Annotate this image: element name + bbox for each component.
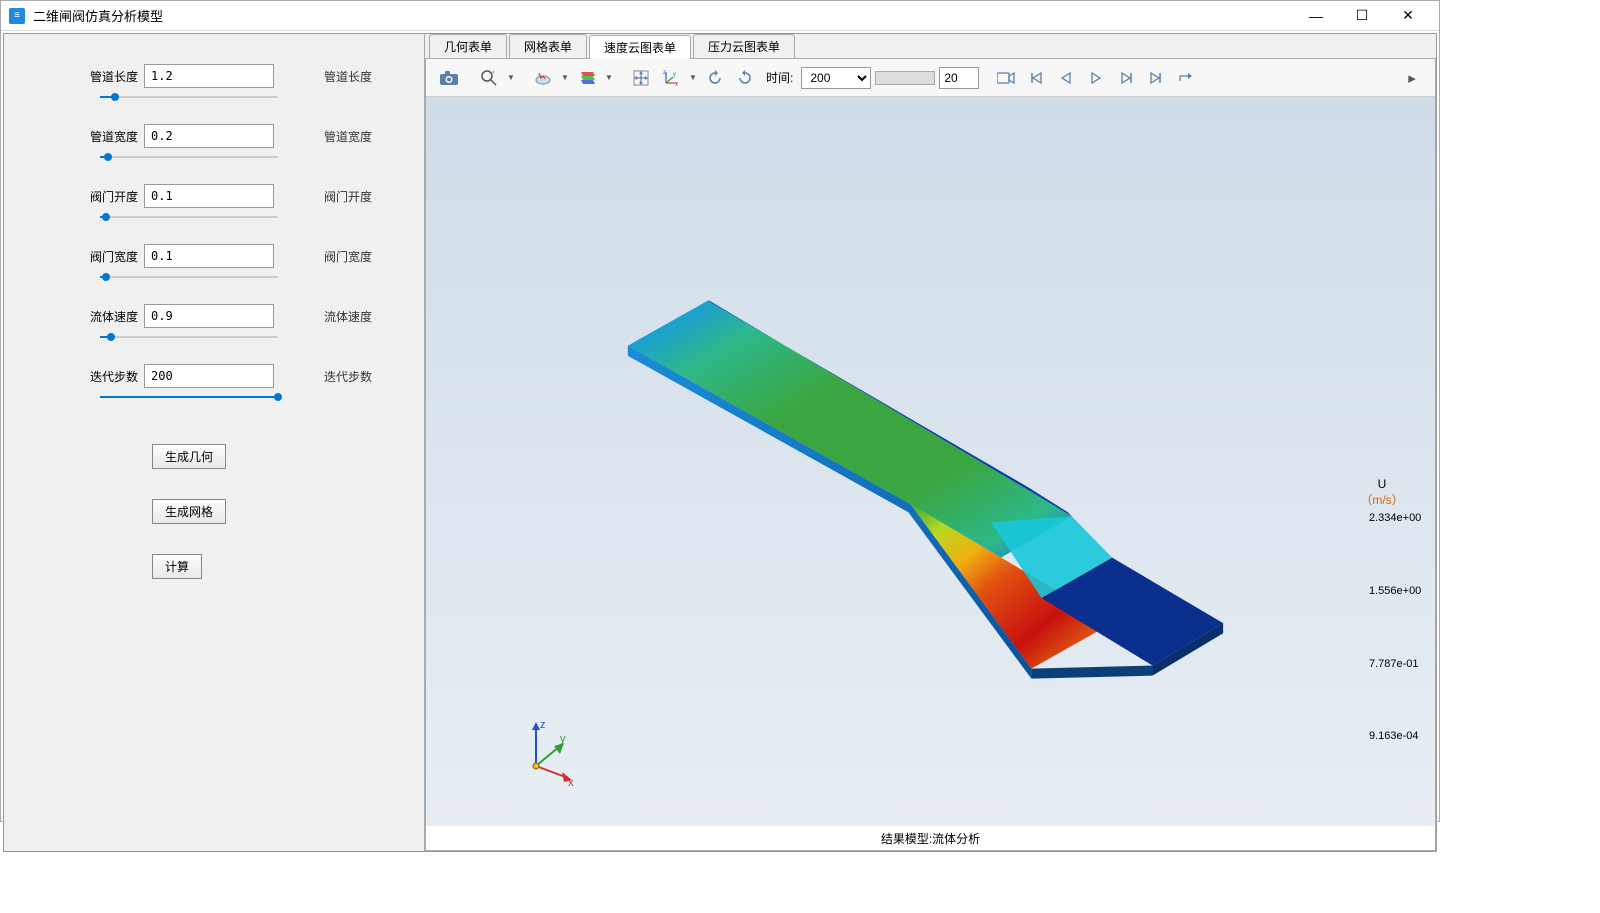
axis-gizmo: z x y [516, 716, 586, 786]
first-frame-button[interactable] [1023, 65, 1049, 91]
select-button[interactable] [530, 65, 556, 91]
3d-viewport[interactable]: z x y U （m/s） [426, 97, 1435, 826]
time-label: 时间: [766, 69, 793, 86]
tab-2[interactable]: 速度云图表单 [589, 35, 691, 59]
param-input-1[interactable] [144, 124, 274, 148]
param-label: 阀门宽度 [84, 248, 144, 265]
colorbar-tick: 2.334e+00 [1369, 512, 1421, 524]
viewport-footer: 结果模型:流体分析 [426, 826, 1435, 850]
loop-button[interactable] [1173, 65, 1199, 91]
tab-bar: 几何表单网格表单速度云图表单压力云图表单 [425, 34, 1436, 58]
app-window: ≡ 二维闸阀仿真分析模型 — ☐ ✕ 管道长度 管道长度 管道宽度 管道宽度 阀… [0, 0, 1440, 822]
main-panel: 几何表单网格表单速度云图表单压力云图表单 ▼ ▼ ▼ zxy ▼ [424, 34, 1436, 851]
param-slider-3[interactable] [100, 274, 278, 280]
colorbar: U （m/s） 2.334e+001.556e+007.787e-019.163… [1347, 477, 1417, 742]
tab-panel: ▼ ▼ ▼ zxy ▼ 时间: 200 [425, 58, 1436, 851]
overflow-button[interactable]: ▸ [1399, 65, 1425, 91]
svg-text:y: y [673, 72, 676, 78]
param-side-label: 流体速度 [324, 308, 372, 325]
param-label: 阀门开度 [84, 188, 144, 205]
param-side-label: 管道长度 [324, 68, 372, 85]
time-progress[interactable] [875, 71, 935, 85]
frame-step-input[interactable] [939, 67, 979, 89]
colorbar-tick: 1.556e+00 [1369, 585, 1421, 597]
param-side-label: 迭代步数 [324, 368, 372, 385]
zoom-dropdown[interactable]: ▼ [506, 65, 516, 91]
param-slider-4[interactable] [100, 334, 278, 340]
axes-toggle-button[interactable]: z xy [658, 65, 684, 91]
select-dropdown[interactable]: ▼ [560, 65, 570, 91]
svg-text:y: y [560, 733, 566, 745]
param-input-4[interactable] [144, 304, 274, 328]
play-button[interactable] [1083, 65, 1109, 91]
colorbar-var: U [1347, 477, 1417, 493]
time-select[interactable]: 200 [801, 67, 871, 89]
titlebar: ≡ 二维闸阀仿真分析模型 — ☐ ✕ [1, 1, 1439, 31]
param-slider-5[interactable] [100, 394, 278, 400]
next-frame-button[interactable] [1113, 65, 1139, 91]
colormap-dropdown[interactable]: ▼ [604, 65, 614, 91]
rotate-cw-button[interactable] [732, 65, 758, 91]
param-slider-2[interactable] [100, 214, 278, 220]
param-input-2[interactable] [144, 184, 274, 208]
app-icon: ≡ [9, 8, 25, 24]
svg-text:z: z [663, 70, 666, 76]
param-input-5[interactable] [144, 364, 274, 388]
generate-mesh-button[interactable]: 生成网格 [152, 499, 226, 524]
minimize-button[interactable]: — [1293, 1, 1339, 31]
content-area: 管道长度 管道长度 管道宽度 管道宽度 阀门开度 阀门开度 阀门宽度 阀门宽度 … [3, 33, 1437, 852]
window-title: 二维闸阀仿真分析模型 [33, 6, 1293, 25]
param-slider-1[interactable] [100, 154, 278, 160]
pan-button[interactable] [628, 65, 654, 91]
svg-text:x: x [568, 777, 574, 786]
param-label: 管道宽度 [84, 128, 144, 145]
param-label: 迭代步数 [84, 368, 144, 385]
prev-frame-button[interactable] [1053, 65, 1079, 91]
param-input-0[interactable] [144, 64, 274, 88]
parameter-sidebar: 管道长度 管道长度 管道宽度 管道宽度 阀门开度 阀门开度 阀门宽度 阀门宽度 … [4, 34, 424, 851]
svg-text:z: z [540, 719, 546, 731]
param-side-label: 阀门宽度 [324, 248, 372, 265]
param-side-label: 管道宽度 [324, 128, 372, 145]
colorbar-tick: 9.163e-04 [1369, 730, 1421, 742]
param-side-label: 阀门开度 [324, 188, 372, 205]
close-button[interactable]: ✕ [1385, 1, 1431, 31]
param-slider-0[interactable] [100, 94, 278, 100]
compute-button[interactable]: 计算 [152, 554, 202, 579]
tab-1[interactable]: 网格表单 [509, 34, 587, 58]
record-button[interactable] [993, 65, 1019, 91]
param-label: 管道长度 [84, 68, 144, 85]
zoom-button[interactable] [476, 65, 502, 91]
colorbar-tick: 7.787e-01 [1369, 658, 1421, 670]
svg-text:x: x [675, 82, 678, 86]
viewer-toolbar: ▼ ▼ ▼ z xy ▼ 时间: 200 [426, 59, 1435, 97]
colormap-button[interactable] [574, 65, 600, 91]
param-label: 流体速度 [84, 308, 144, 325]
colorbar-unit: （m/s） [1347, 493, 1417, 509]
rotate-ccw-button[interactable] [702, 65, 728, 91]
screenshot-button[interactable] [436, 65, 462, 91]
last-frame-button[interactable] [1143, 65, 1169, 91]
maximize-button[interactable]: ☐ [1339, 1, 1385, 31]
tab-0[interactable]: 几何表单 [429, 34, 507, 58]
param-input-3[interactable] [144, 244, 274, 268]
generate-geometry-button[interactable]: 生成几何 [152, 444, 226, 469]
tab-3[interactable]: 压力云图表单 [693, 34, 795, 58]
axes-dropdown[interactable]: ▼ [688, 65, 698, 91]
